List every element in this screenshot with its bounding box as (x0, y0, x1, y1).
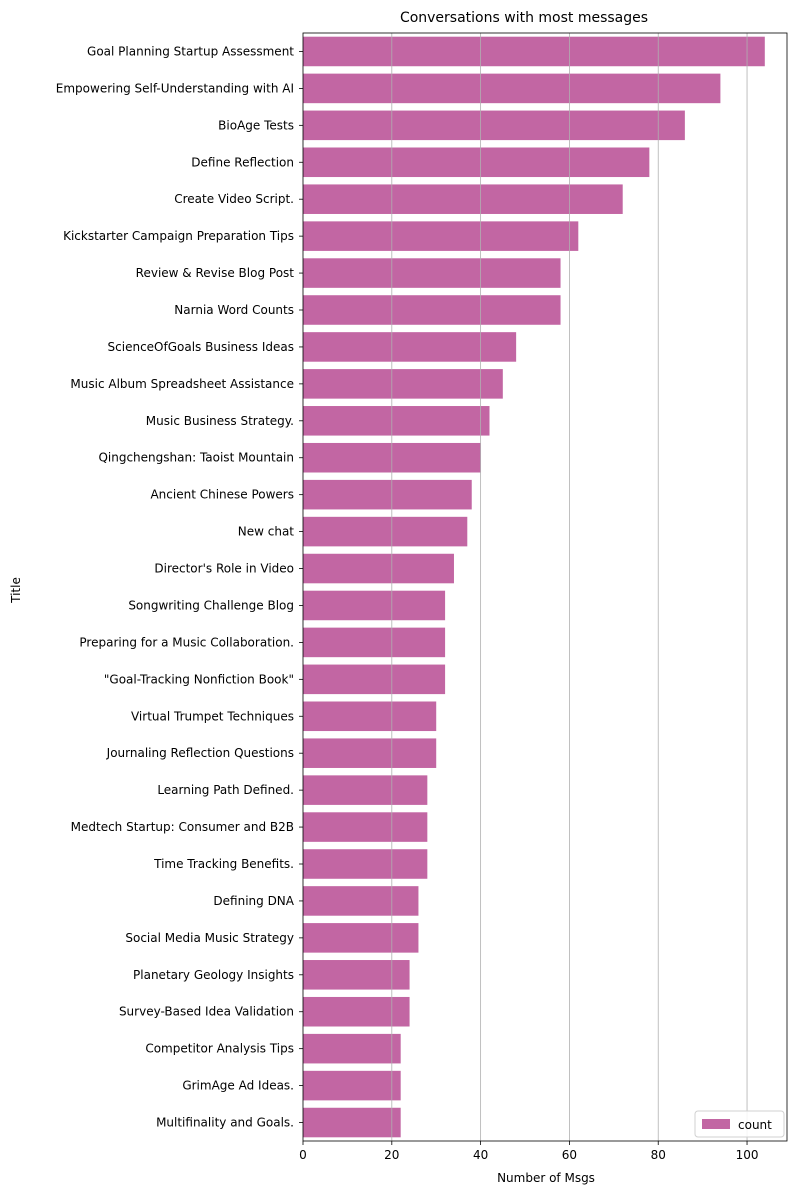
bar (303, 923, 419, 953)
x-tick-label: 0 (299, 1148, 307, 1162)
bar (303, 553, 454, 584)
bar (303, 1107, 401, 1138)
y-tick-label: Define Reflection (191, 155, 294, 169)
y-tick-label: Songwriting Challenge Blog (128, 598, 294, 612)
y-tick-label: Medtech Startup: Consumer and B2B (71, 820, 294, 834)
y-tick-label: Review & Revise Blog Post (136, 266, 295, 280)
bar (303, 996, 410, 1027)
x-tick-label: 80 (651, 1148, 666, 1162)
y-tick-label: Survey-Based Idea Validation (119, 1005, 294, 1019)
legend-label: count (738, 1118, 772, 1132)
axes (302, 32, 788, 1142)
bar (303, 849, 428, 879)
y-tick-label: New chat (238, 525, 295, 539)
legend: count (694, 1110, 785, 1138)
bar (303, 886, 419, 916)
y-tick-label: Social Media Music Strategy (125, 931, 294, 945)
y-tick-label: Defining DNA (213, 894, 294, 908)
bar (303, 664, 446, 695)
legend-frame (694, 1110, 785, 1138)
bar (303, 332, 517, 362)
y-tick-label: Music Album Spreadsheet Assistance (70, 377, 294, 391)
y-tick-labels: Goal Planning Startup Assessment Empoweri… (56, 44, 303, 1130)
y-tick-label: ScienceOfGoals Business Ideas (108, 340, 294, 354)
bar (303, 295, 561, 325)
y-tick-label: Learning Path Defined. (157, 783, 294, 797)
bar (303, 36, 765, 67)
y-tick-label: Ancient Chinese Powers (150, 488, 294, 502)
x-tick-label: 100 (736, 1148, 759, 1162)
y-tick-label: Virtual Trumpet Techniques (131, 709, 294, 723)
legend-swatch (702, 1119, 730, 1129)
bar (303, 147, 650, 178)
y-tick-label: Competitor Analysis Tips (145, 1042, 294, 1056)
y-tick-label: Multifinality and Goals. (156, 1116, 294, 1130)
bar (303, 738, 437, 768)
x-axis-label: Number of Msgs (497, 1171, 595, 1185)
bar (303, 369, 503, 399)
bar (303, 1033, 401, 1064)
x-tick-label: 60 (562, 1148, 577, 1162)
y-tick-label: Music Business Strategy. (146, 414, 294, 428)
bar (303, 960, 410, 990)
bar (303, 775, 428, 805)
y-tick-label: "Goal-Tracking Nonfiction Book" (104, 672, 294, 686)
x-tick-label: 20 (384, 1148, 399, 1162)
y-tick-label: Create Video Script. (174, 192, 294, 206)
y-tick-label: Goal Planning Startup Assessment (87, 44, 294, 58)
bar (303, 110, 685, 141)
x-tick-labels: 0 20 40 60 80 100 (299, 1141, 758, 1162)
bar (303, 184, 623, 214)
bars (303, 36, 765, 1138)
y-tick-label: Planetary Geology Insights (133, 968, 294, 982)
grid-lines (391, 33, 748, 1141)
bar (303, 590, 446, 621)
y-tick-label: GrimAge Ad Ideas. (182, 1079, 294, 1093)
y-tick-label: BioAge Tests (218, 118, 294, 132)
bar (303, 258, 561, 288)
y-axis-label: Title (9, 577, 23, 604)
y-tick-label: Director's Role in Video (154, 562, 294, 576)
bar (303, 701, 437, 732)
bar (303, 812, 428, 842)
y-tick-label: Time Tracking Benefits. (153, 857, 294, 871)
y-tick-label: Empowering Self-Understanding with AI (56, 81, 294, 95)
plot-frame (302, 32, 788, 1142)
bar (303, 221, 579, 251)
chart-title: Conversations with most messages (400, 10, 648, 26)
x-tick-label: 40 (473, 1148, 488, 1162)
y-tick-label: Narnia Word Counts (174, 303, 294, 317)
bar (303, 516, 468, 547)
y-tick-label: Journaling Reflection Questions (106, 746, 294, 760)
bar (303, 627, 446, 658)
bar (303, 479, 472, 510)
y-tick-label: Qingchengshan: Taoist Mountain (98, 451, 294, 465)
y-tick-label: Kickstarter Campaign Preparation Tips (63, 229, 294, 243)
bar (303, 406, 490, 436)
bar (303, 73, 721, 104)
y-tick-label: Preparing for a Music Collaboration. (79, 635, 294, 649)
bar (303, 1070, 401, 1101)
